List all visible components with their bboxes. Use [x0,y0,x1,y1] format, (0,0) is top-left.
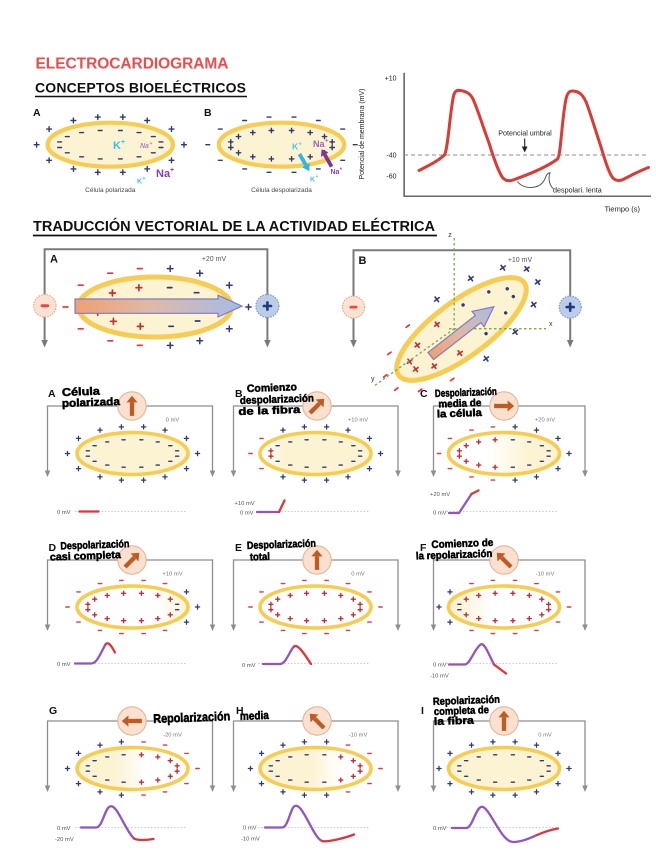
svg-text:x: x [549,321,553,328]
svg-text:Tiempo (s): Tiempo (s) [604,205,640,214]
svg-text:z: z [448,232,452,239]
svg-text:CONCEPTOS BIOELÉCTRICOS: CONCEPTOS BIOELÉCTRICOS [35,80,246,96]
svg-text:Potencial umbral: Potencial umbral [498,129,552,138]
svg-text:despolari. lenta: despolari. lenta [553,186,602,195]
svg-text:+20 mV: +20 mV [202,256,227,263]
svg-text:-40: -40 [386,153,396,160]
svg-text:media: media [240,710,270,723]
svg-text:0 mV: 0 mV [243,826,257,832]
svg-text:completa de: completa de [434,704,490,718]
svg-text:Na: Na [331,169,340,176]
svg-text:-20 mV: -20 mV [55,837,74,843]
svg-text:Comienzo de: Comienzo de [431,537,494,551]
svg-text:Despolarización: Despolarización [60,538,129,552]
svg-text:K: K [137,179,142,186]
svg-text:B: B [359,255,367,267]
svg-text:A: A [33,107,41,119]
svg-text:la fibra: la fibra [434,715,475,728]
svg-text:-20 mV: -20 mV [163,733,182,739]
svg-text:+10 mV: +10 mV [235,501,255,507]
svg-text:la repolarización: la repolarización [416,548,493,563]
svg-text:y: y [371,376,375,383]
svg-text:ELECTROCARDIOGRAMA: ELECTROCARDIOGRAMA [36,56,229,73]
svg-text:Repolarización: Repolarización [153,709,230,726]
svg-text:+20 mV: +20 mV [535,418,555,424]
svg-text:0 mV: 0 mV [57,662,71,668]
svg-text:0 mV: 0 mV [240,511,254,517]
svg-text:A: A [50,254,58,266]
svg-text:+: + [340,167,343,173]
svg-text:0 mV: 0 mV [351,572,365,578]
svg-text:Na: Na [156,168,171,180]
svg-text:B: B [235,388,243,400]
svg-text:-60: -60 [386,174,396,181]
svg-text:Despolarización: Despolarización [247,538,316,552]
svg-text:K: K [310,177,315,184]
svg-text:-10 mV: -10 mV [430,674,449,680]
svg-text:total: total [250,551,270,564]
svg-text:Célula: Célula [62,386,101,399]
svg-text:+20 mV: +20 mV [430,492,450,498]
svg-text:-10 mV: -10 mV [349,733,368,739]
svg-text:D: D [49,542,57,554]
svg-text:Potencial de membrana (mV): Potencial de membrana (mV) [359,88,366,179]
svg-text:TRADUCCIÓN VECTORIAL DE LA ACT: TRADUCCIÓN VECTORIAL DE LA ACTIVIDAD ELÉ… [33,217,436,235]
svg-text:0 mV: 0 mV [433,511,447,517]
svg-text:+: + [299,142,302,148]
svg-text:A: A [48,388,56,400]
svg-text:de la fibra: de la fibra [238,404,301,418]
svg-text:+10: +10 [385,76,397,83]
svg-text:0 mV: 0 mV [433,663,447,669]
svg-text:la célula: la célula [437,407,483,421]
svg-text:I: I [421,705,424,717]
svg-text:Célula polarizada: Célula polarizada [85,187,136,194]
svg-text:despolarización: despolarización [240,392,314,407]
svg-text:K: K [113,140,121,152]
svg-text:-10 mV: -10 mV [536,572,555,578]
svg-text:+: + [170,167,174,174]
svg-text:K: K [292,142,299,152]
svg-text:0 mV: 0 mV [57,510,71,516]
svg-text:+: + [316,174,319,180]
svg-text:+10 mV: +10 mV [508,257,533,264]
svg-text:-10 mV: -10 mV [241,837,260,843]
svg-text:C: C [420,388,428,400]
svg-text:+: + [143,176,146,182]
svg-text:+: + [150,141,153,147]
svg-text:+: + [325,139,329,145]
svg-text:polarizada: polarizada [62,396,121,410]
svg-text:+10 mV: +10 mV [162,572,182,578]
svg-text:media de: media de [438,397,482,410]
svg-text:E: E [235,542,242,554]
svg-text:G: G [49,705,57,717]
svg-text:Na: Na [313,139,325,149]
svg-text:Despolarización: Despolarización [435,386,497,400]
svg-text:Célula despolarizada: Célula despolarizada [251,187,312,194]
svg-text:0 mV: 0 mV [538,733,552,739]
svg-text:Na: Na [140,143,149,150]
svg-text:0 mV: 0 mV [242,663,256,669]
svg-text:0 mV: 0 mV [433,826,447,832]
svg-text:0 mV: 0 mV [166,418,180,424]
svg-text:H: H [236,705,244,717]
svg-text:+: + [121,139,125,146]
svg-text:Comienzo: Comienzo [247,381,297,395]
svg-text:F: F [420,542,427,554]
svg-text:casi completa: casi completa [50,549,122,563]
svg-text:B: B [204,107,212,119]
svg-text:0 mV: 0 mV [57,826,71,832]
svg-text:+10 mV: +10 mV [348,418,368,424]
svg-text:Repolarización: Repolarización [433,694,500,708]
